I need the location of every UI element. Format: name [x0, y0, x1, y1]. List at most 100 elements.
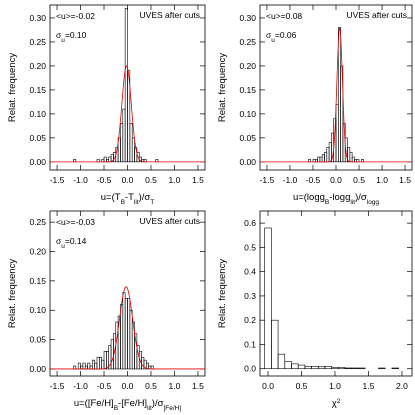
- y-axis-label: Relat. frequency: [217, 53, 228, 122]
- histogram-bar: [378, 367, 386, 370]
- text-part: =0.14: [65, 236, 87, 246]
- y-tick-label: 0.4: [244, 267, 256, 277]
- y-tick-label: 0.25: [29, 37, 46, 47]
- x-tick-label: 1.5: [399, 175, 411, 185]
- y-tick-label: 0.00: [29, 157, 46, 167]
- y-tick-label: 0.00: [239, 157, 256, 167]
- x-tick-label: 1.0: [169, 175, 181, 185]
- text-part: u=([Fe/H]: [74, 398, 114, 409]
- script-part: u: [271, 37, 275, 44]
- histogram-bar: [84, 365, 88, 370]
- script-part: u: [61, 243, 65, 250]
- histogram-bar: [103, 351, 107, 370]
- gaussian-fit: [50, 286, 205, 370]
- text-part: =0.06: [275, 30, 297, 40]
- script-part: u: [61, 37, 65, 44]
- histogram-bar: [80, 365, 84, 370]
- histogram-bar: [344, 367, 353, 370]
- histogram-bar: [335, 103, 339, 163]
- histogram-bar: [120, 304, 124, 370]
- histogram-bar: [117, 315, 121, 370]
- script-part: T: [150, 199, 154, 206]
- y-tick-label: 0.10: [239, 109, 256, 119]
- note: UVES after cuts: [140, 10, 200, 20]
- histogram-bar: [87, 362, 91, 370]
- x-tick-label: 0.5: [296, 381, 308, 391]
- script-part: lit: [350, 199, 355, 206]
- script-part: [Fe/H]: [163, 405, 181, 412]
- text-part: =0.10: [65, 30, 87, 40]
- y-tick-label: 0.20: [29, 247, 46, 257]
- script-part: B: [114, 405, 118, 412]
- y-tick-label: 0.15: [29, 85, 46, 95]
- x-tick-label: -0.5: [306, 175, 321, 185]
- gaussian-fit: [50, 65, 205, 163]
- histogram-bar: [277, 353, 286, 370]
- histogram-bar: [358, 367, 366, 370]
- text-part: σ: [56, 30, 62, 40]
- text-part: -logg: [329, 192, 350, 203]
- histogram-bar: [101, 359, 105, 370]
- x-tick-label: 1.5: [192, 175, 204, 185]
- histogram-bar: [99, 356, 102, 370]
- histogram-bar: [124, 298, 128, 370]
- text-part: σ: [266, 30, 272, 40]
- x-tick-label: 0.0: [122, 175, 134, 185]
- x-tick-label: -1.0: [73, 175, 88, 185]
- y-tick-label: 0.05: [29, 133, 46, 143]
- histogram-bar: [391, 367, 399, 370]
- histogram-bar: [120, 123, 124, 163]
- histogram-bar: [96, 356, 100, 370]
- histogram-bar: [324, 365, 332, 370]
- y-tick-label: 0.20: [239, 61, 256, 71]
- y-tick-label: 0.15: [29, 276, 46, 286]
- histogram-bar: [131, 137, 135, 163]
- sigma-label: σu=0.06: [266, 30, 297, 44]
- sigma-label: σu=0.10: [56, 30, 87, 44]
- x-tick-label: 1.5: [192, 381, 204, 391]
- text-part: u=(T: [101, 192, 121, 203]
- y-tick-label: 0.10: [29, 109, 46, 119]
- text-part: -T: [125, 192, 134, 203]
- script-part: B: [121, 199, 125, 206]
- x-tick-label: 0.5: [353, 175, 365, 185]
- histogram-bar: [291, 363, 299, 370]
- x-tick-label: -1.0: [73, 381, 88, 391]
- y-tick-label: 0.30: [239, 13, 256, 23]
- histogram-bar: [324, 151, 328, 163]
- sigma-label: σu=0.14: [56, 236, 87, 250]
- x-tick-label: -0.5: [97, 381, 112, 391]
- histogram-bar: [317, 156, 321, 163]
- histogram-bar: [127, 70, 131, 163]
- x-axis-label: u=([Fe/H]B-[Fe/H]lit)/σ[Fe/H]: [74, 398, 182, 412]
- y-axis-label: Relat. frequency: [7, 259, 18, 328]
- text-part: χ: [332, 398, 337, 409]
- y-tick-label: 0.20: [29, 61, 46, 71]
- y-tick-label: 0.1: [244, 339, 256, 349]
- x-tick-label: 0.0: [262, 381, 274, 391]
- x-tick-label: 0.5: [145, 175, 157, 185]
- histogram-bar: [331, 367, 339, 370]
- histogram-bar: [94, 362, 98, 370]
- y-tick-label: 0.6: [244, 218, 256, 228]
- y-tick-label: 0.5: [244, 242, 256, 252]
- y-tick-label: 0.0: [244, 364, 256, 374]
- note: UVES after cuts: [347, 10, 407, 20]
- histogram-bar: [73, 365, 77, 370]
- text-part: σ: [56, 236, 62, 246]
- histogram-bar: [297, 364, 306, 370]
- histogram-bar: [127, 298, 131, 370]
- histogram-bar: [77, 362, 81, 370]
- histogram-bar: [319, 156, 323, 163]
- x-axis-label: χ2: [332, 398, 341, 410]
- x-tick-label: 1.0: [376, 175, 388, 185]
- script-part: logg: [367, 199, 380, 206]
- histogram-bar: [317, 366, 326, 370]
- histogram-bar: [311, 365, 319, 370]
- mean-label: <u>=0.08: [266, 11, 302, 21]
- script-part: 2: [337, 398, 341, 405]
- histogram-bar: [129, 123, 133, 163]
- text-part: )/σ: [152, 398, 164, 409]
- y-tick-label: 0.05: [239, 133, 256, 143]
